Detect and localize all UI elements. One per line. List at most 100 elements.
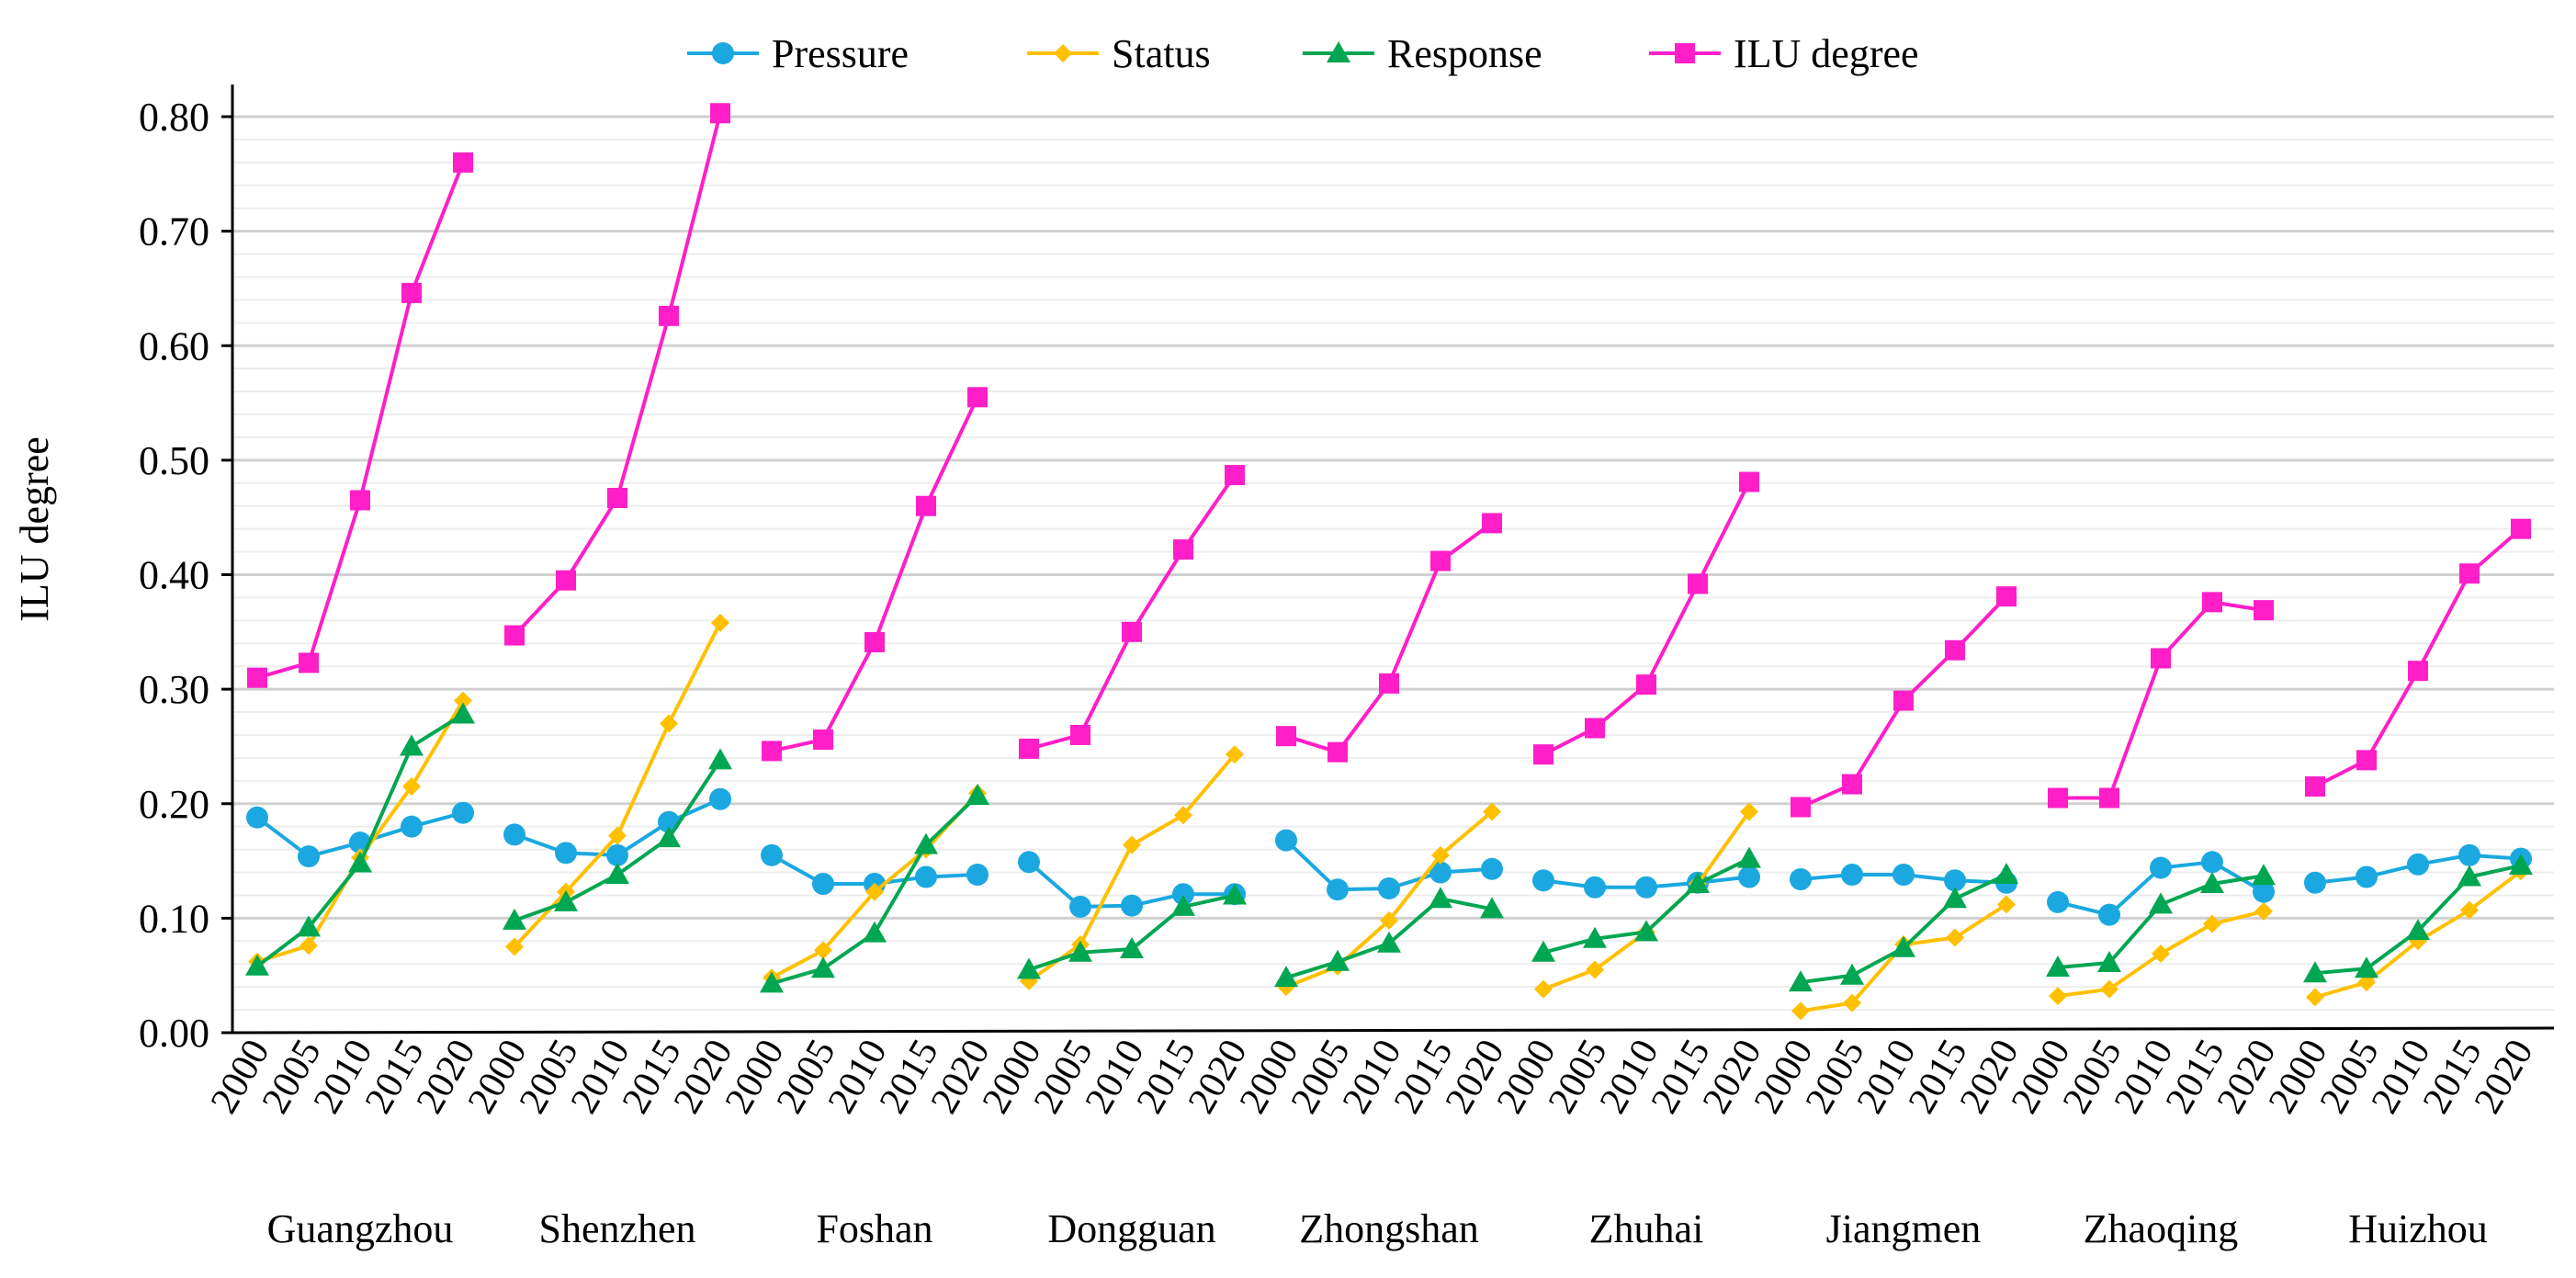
ilu-degree-point	[1122, 621, 1142, 642]
status-point	[1946, 928, 1964, 947]
status-point	[865, 882, 884, 901]
ilu-degree-point	[864, 632, 885, 653]
response-point	[554, 889, 578, 911]
response-point	[1994, 863, 2018, 885]
legend-marker	[1327, 41, 1350, 62]
response-point	[2457, 865, 2481, 887]
response-point	[1892, 935, 1915, 957]
legend: Pressure Status Response ILU degree	[687, 31, 1919, 76]
ilu-degree-point	[762, 741, 782, 762]
ilu-degree-point	[1430, 550, 1451, 571]
ilu-degree-point	[556, 570, 576, 591]
status-point	[2100, 979, 2118, 999]
x-axis-line	[232, 1026, 2555, 1035]
response-point	[2046, 955, 2070, 977]
ilu-degree-point	[1482, 513, 1502, 534]
response-point	[1943, 887, 1967, 909]
ilu-degree-line-zhuhai	[1542, 481, 1751, 756]
status-point	[2049, 987, 2067, 1006]
pressure-point	[503, 823, 525, 846]
y-tick-label: 0.80	[139, 95, 209, 140]
pressure-point	[812, 872, 834, 895]
city-label: Zhaoqing	[2084, 1206, 2239, 1251]
pressure-point	[1378, 877, 1400, 899]
status-line-jiangmen	[1800, 902, 2008, 1013]
response-point	[451, 702, 475, 724]
status-point	[2203, 914, 2221, 933]
gridlines	[232, 115, 2554, 1012]
series	[245, 103, 2533, 1021]
pressure-point	[401, 815, 423, 838]
ilu-degree-point	[1173, 539, 1193, 560]
ilu-degree-point	[1636, 674, 1656, 696]
city-label: Jiangmen	[1826, 1206, 1982, 1251]
status-point	[1123, 835, 1141, 854]
response-point	[1429, 887, 1452, 909]
status-point	[1997, 895, 2016, 914]
pressure-point	[1172, 883, 1194, 906]
ilu-degree-point	[2254, 600, 2274, 621]
ilu-degree-line-zhaoqing	[2058, 600, 2265, 800]
legend-label: ILU degree	[1734, 31, 1919, 76]
ilu-degree-point	[1945, 639, 1965, 661]
y-tick-label: 0.20	[139, 782, 209, 827]
ilu-degree-point	[247, 667, 267, 688]
status-point	[2460, 900, 2479, 920]
response-point	[1223, 883, 1247, 905]
ilu-degree-point	[813, 729, 833, 750]
ilu-degree-line-guangzhou	[256, 162, 465, 680]
ilu-degree-point	[967, 387, 988, 408]
ilu-degree-point	[1996, 586, 2017, 607]
y-tick-labels: 0.00 0.10 0.20 0.30 0.40 0.50 0.60 0.70 0.80	[139, 95, 232, 1056]
ilu-degree-point	[1585, 718, 1605, 739]
y-tick-label: 0.30	[139, 667, 209, 712]
status-point	[1586, 960, 1604, 979]
pressure-point	[1069, 895, 1091, 918]
pressure-point	[966, 864, 989, 887]
response-point	[811, 956, 835, 978]
pressure-point	[1738, 865, 1760, 888]
city-label: Guangzhou	[267, 1206, 454, 1251]
pressure-point	[2304, 871, 2326, 894]
ilu-degree-line-zhongshan	[1285, 521, 1494, 754]
response-point	[1326, 949, 1350, 971]
status-point	[1380, 910, 1398, 930]
response-point	[2252, 864, 2276, 886]
status-point	[2152, 944, 2170, 964]
city-labels: Guangzhou Shenzhen Foshan Dongguan Zhongshan…	[267, 1206, 2488, 1251]
response-point	[1686, 871, 1710, 893]
pressure-point	[1841, 864, 1863, 887]
response-point	[760, 971, 784, 993]
status-point	[1174, 806, 1192, 825]
ilu-degree-point	[2305, 776, 2325, 797]
response-point	[1480, 897, 1504, 919]
ilu-degree-point	[2099, 787, 2119, 809]
pressure-point	[452, 801, 474, 824]
y-tick-label: 0.40	[139, 553, 209, 598]
pressure-point	[2356, 865, 2378, 888]
ilu-degree-point	[2048, 787, 2068, 809]
ilu-degree-point	[1379, 673, 1399, 694]
status-point	[1431, 845, 1450, 865]
legend-item-response: Response	[1303, 31, 1542, 76]
status-point	[1740, 802, 1758, 821]
response-point	[1789, 970, 1813, 992]
response-point	[1634, 920, 1658, 942]
pressure-point	[1275, 829, 1297, 852]
ilu-degree-point	[2408, 661, 2428, 682]
response-point	[1737, 846, 1761, 868]
pressure-point	[1790, 868, 1812, 891]
ilu-degree-point	[1739, 471, 1759, 492]
response-point	[1017, 957, 1041, 979]
city-label: Zhongshan	[1299, 1206, 1479, 1251]
status-point	[505, 937, 524, 956]
status-point	[299, 936, 318, 956]
ilu-degree-line-dongguan	[1028, 473, 1237, 751]
response-point	[914, 832, 938, 854]
ilu-degree-point	[1791, 797, 1811, 818]
response-point	[657, 826, 681, 848]
x-tick-labels: 2000200520102015202020002005201020152020…	[203, 1033, 2542, 1121]
ilu-degree-point	[2511, 518, 2531, 539]
ilu-degree-line-shenzhen	[513, 112, 722, 637]
